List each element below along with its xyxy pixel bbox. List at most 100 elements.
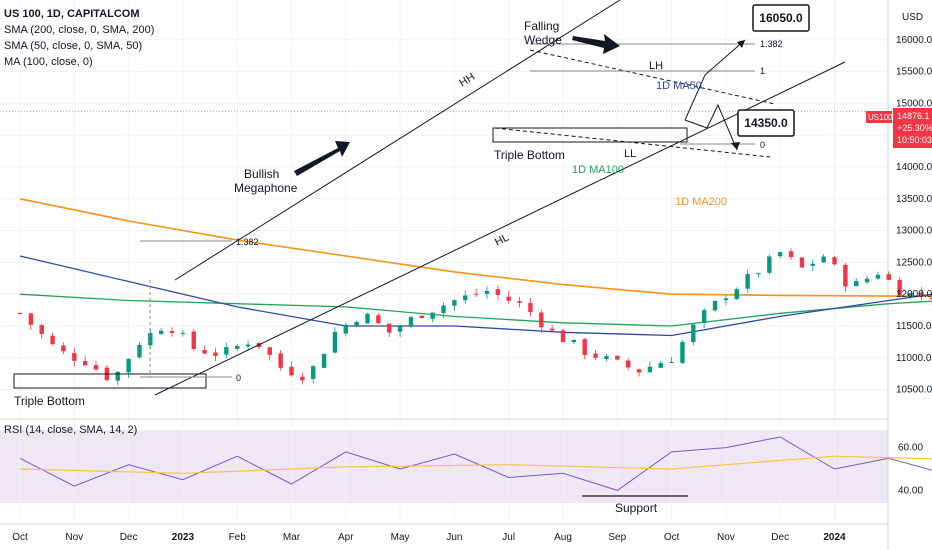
indicator-ma100[interactable]: MA (100, close, 0)	[4, 56, 93, 68]
time-tick-label: 2023	[172, 532, 195, 543]
candle-body	[115, 371, 120, 381]
candle-body	[539, 312, 544, 328]
time-tick-label: Dec	[771, 532, 789, 543]
ma200-line	[19, 198, 932, 297]
lh-label: LH	[649, 60, 663, 72]
candle-body	[235, 346, 240, 349]
price-tag-symbol-box	[866, 111, 892, 123]
candle-body	[669, 362, 674, 364]
fib-0-a-label: 0	[236, 373, 241, 383]
indicator-sma200[interactable]: SMA (200, close, 0, SMA, 200)	[4, 24, 155, 36]
time-tick-label: Nov	[717, 532, 735, 543]
price-tag-change: +25.30%	[897, 123, 932, 133]
candle-body	[647, 366, 653, 373]
candle-body	[50, 335, 55, 345]
price-tick-label: 12500.0	[896, 257, 932, 268]
candle-body	[615, 355, 620, 360]
bullish-arrow-icon	[294, 141, 350, 176]
candle-body	[571, 339, 577, 343]
price-tick-label: 12000.0	[896, 289, 932, 300]
time-axis[interactable]: Oct Nov Dec 2023 Feb Mar Apr May Jun Jul Aug Sep Oct…	[12, 532, 846, 543]
candle-body	[376, 315, 381, 324]
candle-body	[517, 301, 522, 303]
time-tick-label: Jul	[502, 532, 515, 543]
candle-body	[604, 356, 609, 360]
target-low-label: 14350.0	[744, 116, 788, 130]
candle-body	[582, 339, 587, 356]
candle-body	[778, 252, 783, 257]
candle-body	[441, 305, 446, 314]
candle-body	[484, 291, 490, 294]
time-tick-label: Feb	[229, 532, 247, 543]
candle-body	[919, 292, 924, 296]
falling-wedge-label-1: Falling	[524, 19, 559, 33]
candle-body	[126, 358, 131, 373]
candle-body	[908, 293, 913, 297]
price-tick-label: 11000.0	[896, 353, 932, 364]
candle-body	[473, 293, 479, 295]
candle-body	[549, 328, 555, 331]
candle-body	[788, 251, 794, 258]
rsi-legend[interactable]: RSI (14, close, SMA, 14, 2)	[4, 424, 138, 436]
candle-body	[61, 345, 66, 352]
price-tag-symbol: US100	[868, 113, 893, 122]
time-tick-label: Aug	[554, 532, 572, 543]
candle-body	[39, 325, 44, 335]
candle-body	[278, 353, 283, 368]
time-tick-label: Oct	[12, 532, 28, 543]
candle-body	[799, 257, 805, 268]
price-tick-label: 11500.0	[896, 321, 932, 332]
target-high-box	[752, 4, 810, 32]
fib-1-b-label: 1	[760, 66, 765, 76]
candle-body	[387, 323, 392, 333]
projection	[684, 39, 746, 151]
triple-bottom-box-1	[13, 373, 207, 389]
ma50-line	[19, 255, 932, 337]
price-tick-label: 16000.0	[896, 35, 932, 46]
price-tag-box	[893, 108, 932, 148]
hl-label: HL	[493, 232, 511, 249]
projection-down	[684, 103, 738, 151]
candle-body	[365, 313, 370, 324]
fib-0-b-label: 0	[760, 140, 765, 150]
candle-body	[701, 310, 707, 323]
target-low-box	[737, 109, 795, 137]
candle-body	[430, 312, 435, 319]
candle-body	[137, 344, 142, 358]
currency-label: USD	[902, 12, 923, 23]
time-tick-label: Apr	[338, 532, 354, 543]
candle-body	[419, 315, 425, 319]
candle-body	[148, 333, 153, 346]
falling-wedge-label-2: Wedge	[524, 33, 562, 47]
indicator-sma50[interactable]: SMA (50, close, 0, SMA, 50)	[4, 40, 143, 52]
candle-body	[191, 331, 196, 349]
price-tick-label: 13000.0	[896, 226, 932, 237]
rsi-tick-label: 60.00	[898, 443, 923, 454]
candle-body	[723, 298, 729, 301]
rsi-lines	[19, 436, 932, 491]
moving-averages	[19, 198, 932, 337]
price-tick-label: 13500.0	[896, 194, 932, 205]
candle-body	[875, 274, 881, 279]
wedge-arrow-icon	[572, 34, 620, 54]
target-high-label: 16050.0	[759, 11, 803, 25]
candle-body	[213, 352, 218, 356]
candle-body	[343, 324, 348, 334]
candle-body	[321, 353, 327, 368]
candle-body	[245, 344, 251, 347]
time-tick-label: Nov	[65, 532, 83, 543]
rsi-axis[interactable]: 40.00 60.00	[898, 443, 923, 497]
projection-up-arrowhead	[737, 40, 745, 48]
triple-bottom-box-2	[492, 127, 688, 143]
candle-body	[72, 353, 77, 361]
rsi-ma-line	[19, 455, 932, 474]
price-axis[interactable]: 10500.0 11000.0 11500.0 12000.0 12500.0 13000…	[896, 35, 932, 396]
price-tag-value: 14876.1	[897, 111, 930, 121]
candle-body	[332, 331, 338, 353]
ma100-line	[19, 293, 932, 327]
fib-1382-a-label: 1.382	[236, 237, 259, 247]
candle-body	[864, 278, 870, 283]
candle-body	[506, 296, 511, 301]
chart-legend: US 100, 1D, CAPITALCOM SMA (200, close, …	[4, 6, 154, 70]
